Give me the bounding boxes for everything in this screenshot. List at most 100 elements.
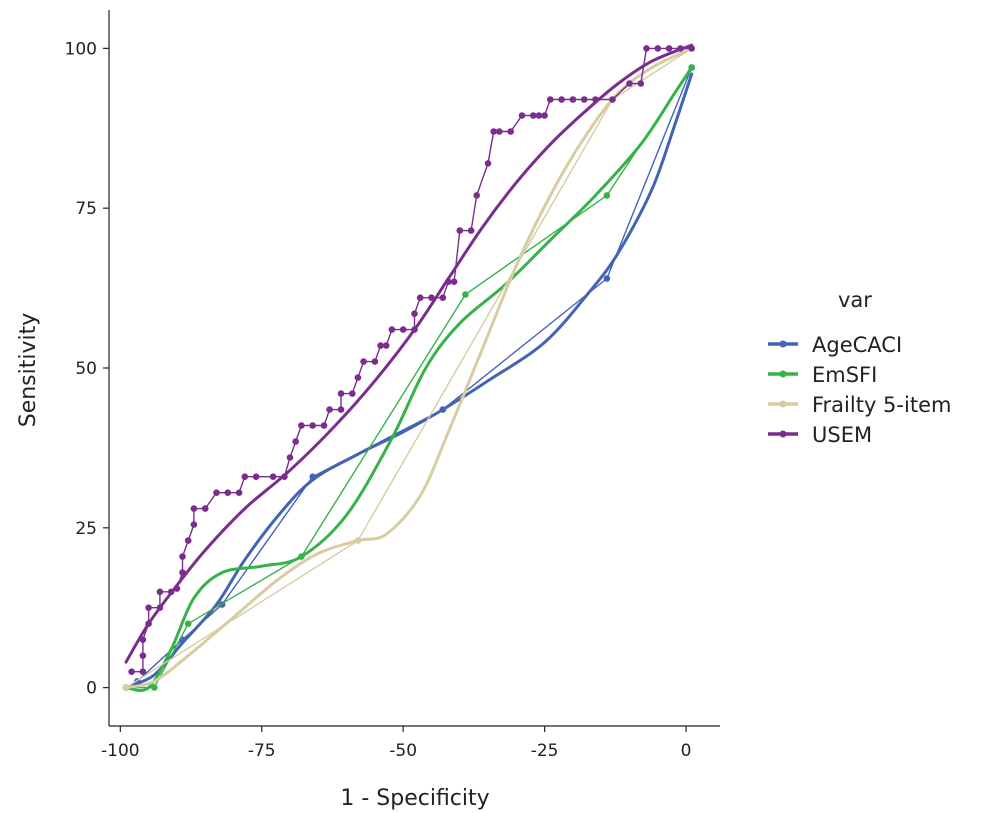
y-axis-title: Sensitivity (16, 313, 41, 428)
data-point-emsfi (184, 620, 192, 627)
data-point-usem (145, 620, 152, 627)
data-point-usem (450, 278, 458, 286)
data-point-agecaci (309, 473, 317, 481)
x-tick-label: -75 (248, 741, 276, 761)
x-tick-label: -100 (101, 741, 140, 761)
x-axis-title: 1 - Specificity (340, 786, 489, 811)
data-point-usem (371, 358, 379, 365)
data-point-usem (213, 489, 220, 497)
legend-label-usem: USEM (812, 423, 872, 447)
data-point-usem (541, 112, 548, 119)
x-tick-label: -25 (531, 741, 559, 761)
data-point-frailty-5-item (122, 684, 130, 691)
y-tick-label: 50 (75, 359, 97, 379)
data-point-emsfi (298, 553, 305, 560)
data-point-emsfi (603, 192, 611, 199)
data-point-usem (688, 45, 695, 52)
data-point-usem (665, 45, 673, 52)
series-layer (122, 43, 695, 692)
data-point-usem (201, 505, 209, 512)
data-point-usem (269, 473, 277, 481)
data-point-usem (281, 473, 288, 481)
data-point-usem (145, 604, 152, 611)
data-point-usem (399, 326, 407, 333)
data-point-usem (609, 96, 616, 103)
series-smooth-frailty-5-item (124, 46, 694, 690)
data-point-usem (337, 406, 345, 413)
series-frailty-5-item (122, 45, 695, 691)
data-point-usem (326, 406, 333, 413)
data-point-usem (190, 505, 198, 512)
axes (108, 10, 720, 727)
data-point-usem (156, 588, 164, 596)
y-tick-label: 100 (65, 39, 97, 59)
legend-key-point-usem (779, 430, 787, 438)
data-point-usem (535, 112, 543, 119)
series-usem (124, 43, 695, 675)
data-point-usem (349, 390, 356, 397)
data-point-usem (677, 45, 684, 52)
series-agecaci (122, 64, 695, 691)
ticks-layer: 0 25 50 75 100 -100 -75 -50 -25 0 (65, 39, 692, 761)
series-smooth-emsfi (124, 66, 694, 692)
series-line-emsfi (126, 67, 693, 689)
data-point-usem (654, 45, 662, 52)
data-point-usem (411, 326, 418, 333)
data-point-usem (490, 128, 498, 135)
data-point-usem (292, 438, 300, 445)
data-point-usem (626, 80, 633, 87)
data-point-usem (416, 294, 424, 302)
data-point-usem (139, 636, 147, 643)
series-smooth-agecaci (124, 72, 694, 690)
data-point-usem (156, 604, 164, 611)
data-point-usem (298, 422, 305, 429)
data-point-emsfi (151, 684, 158, 691)
legend-key-point-frailty-5-item (779, 400, 787, 408)
data-point-usem (411, 310, 418, 318)
legend-label-emsfi: EmSFI (812, 363, 877, 387)
series-line-agecaci (125, 67, 693, 689)
data-point-agecaci (439, 406, 447, 413)
data-point-emsfi (688, 64, 695, 71)
data-point-usem (382, 342, 390, 349)
legend-keys (768, 340, 798, 438)
legend: var AgeCACI EmSFI Frailty 5-item USEM (768, 288, 951, 447)
data-point-usem (643, 45, 650, 52)
data-point-usem (484, 160, 492, 167)
data-point-agecaci (603, 275, 611, 282)
data-point-usem (518, 112, 526, 119)
data-point-usem (530, 112, 537, 119)
x-tick-label: -50 (389, 741, 417, 761)
data-point-usem (637, 80, 645, 87)
y-tick-label: 75 (75, 199, 97, 219)
series-emsfi (122, 64, 695, 692)
data-point-usem (558, 96, 565, 103)
data-point-frailty-5-item (354, 537, 362, 544)
y-tick-label: 25 (75, 519, 97, 539)
data-point-usem (241, 473, 249, 481)
data-point-usem (547, 96, 554, 103)
x-tick-label: 0 (681, 741, 692, 761)
data-point-usem (139, 652, 147, 659)
data-point-usem (388, 326, 396, 333)
data-point-usem (337, 390, 345, 397)
data-point-usem (224, 489, 232, 497)
legend-title: var (838, 288, 872, 312)
data-point-usem (184, 537, 192, 544)
data-point-usem (320, 422, 328, 429)
data-point-usem (286, 454, 294, 461)
data-point-usem (309, 422, 317, 429)
data-point-usem (235, 489, 243, 497)
data-point-usem (128, 668, 135, 675)
data-point-usem (439, 294, 447, 302)
data-point-usem (580, 96, 588, 103)
data-point-usem (569, 96, 577, 103)
data-point-usem (167, 588, 175, 596)
data-point-usem (190, 521, 198, 528)
data-point-usem (467, 227, 475, 234)
y-tick-label: 0 (86, 679, 97, 699)
data-point-usem (354, 374, 362, 381)
data-point-usem (473, 192, 481, 199)
series-line-usem (131, 47, 692, 673)
